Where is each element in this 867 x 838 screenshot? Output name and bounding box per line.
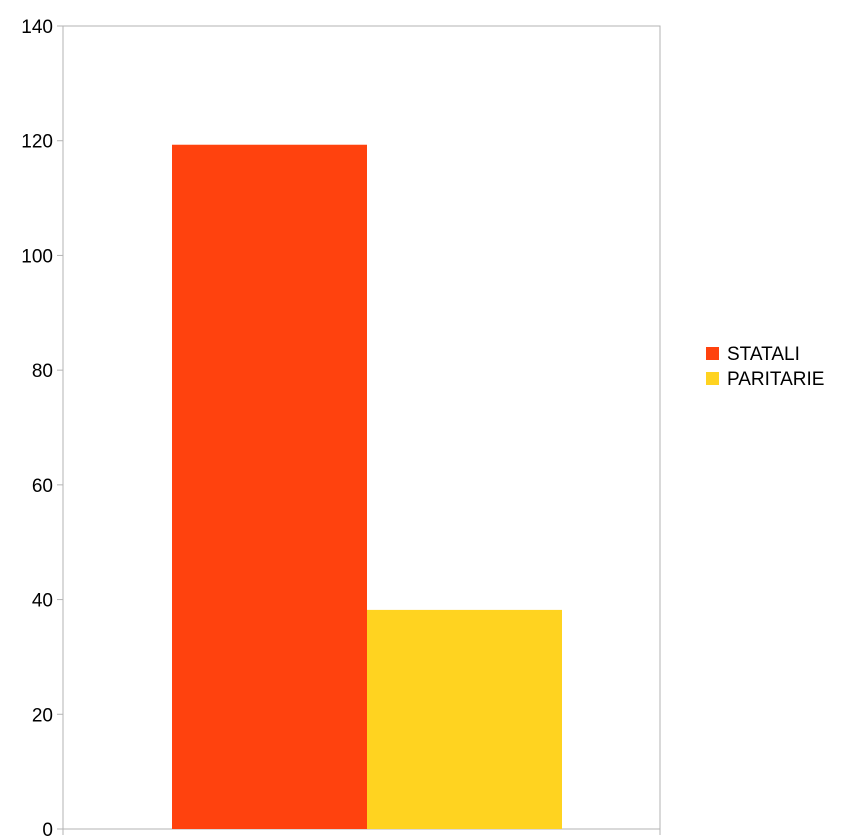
y-tick-label: 120: [21, 132, 53, 153]
bars: [172, 144, 562, 830]
y-tick-label: 40: [32, 591, 53, 612]
bar-statali: [172, 144, 367, 830]
y-tick-label: 60: [32, 476, 53, 497]
legend-label-statali: STATALI: [727, 344, 800, 365]
y-tick-label: 140: [21, 17, 53, 38]
legend-swatch-paritarie: [706, 372, 719, 385]
y-axis-ticks: 0 20 40 60 80 100 120 140: [21, 17, 661, 838]
legend-swatch-statali: [706, 347, 719, 360]
y-tick-label: 100: [21, 246, 53, 267]
y-tick-label: 20: [32, 705, 53, 726]
bar-paritarie: [367, 609, 562, 829]
y-tick-label: 0: [42, 820, 53, 838]
legend: STATALI PARITARIE: [706, 344, 824, 390]
legend-label-paritarie: PARITARIE: [727, 369, 824, 390]
y-tick-label: 80: [32, 361, 53, 382]
